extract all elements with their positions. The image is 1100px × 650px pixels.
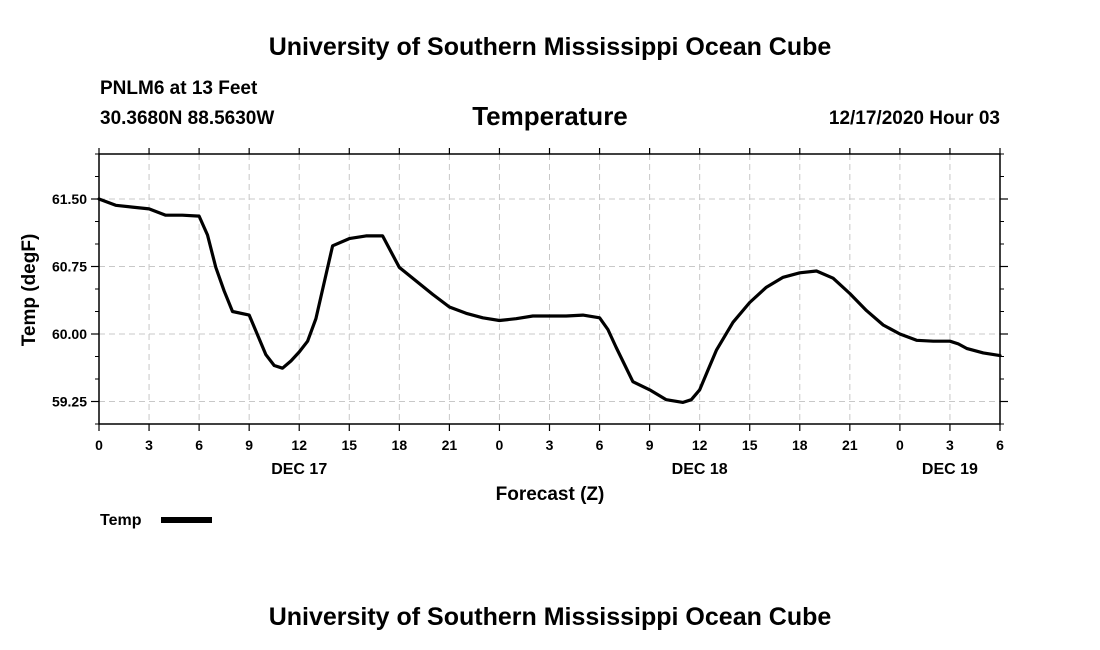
axis-ticks: [91, 148, 1008, 431]
y-tick-label: 59.25: [52, 394, 87, 410]
x-tick-label: 12: [291, 437, 307, 453]
x-tick-label: 18: [792, 437, 808, 453]
x-axis-title: Forecast (Z): [496, 484, 605, 505]
date-hour-label: 12/17/2020 Hour 03: [829, 108, 1000, 129]
x-tick-label: 3: [946, 437, 954, 453]
x-tick-label: 0: [95, 437, 103, 453]
x-tick-label: 9: [245, 437, 253, 453]
station-label: PNLM6 at 13 Feet: [100, 78, 258, 99]
x-tick-label: 15: [341, 437, 357, 453]
chart-title: Temperature: [472, 101, 628, 131]
title-bottom: University of Southern Mississippi Ocean…: [269, 603, 832, 631]
x-tick-label: 6: [195, 437, 203, 453]
x-tick-label: 15: [742, 437, 758, 453]
x-tick-label: 0: [896, 437, 904, 453]
x-tick-label: 3: [546, 437, 554, 453]
title-top: University of Southern Mississippi Ocean…: [269, 33, 832, 61]
y-axis-title: Temp (degF): [19, 234, 40, 347]
series-layer: [97, 197, 1002, 404]
x-tick-label: 3: [145, 437, 153, 453]
date-label: DEC 18: [672, 461, 728, 478]
x-tick-label: 12: [692, 437, 708, 453]
date-label: DEC 17: [271, 461, 327, 478]
grid: [99, 154, 1000, 424]
y-tick-label: 60.00: [52, 326, 87, 342]
coords-label: 30.3680N 88.5630W: [100, 108, 274, 129]
date-label: DEC 19: [922, 461, 978, 478]
y-tick-label: 61.50: [52, 191, 87, 207]
x-tick-label: 18: [392, 437, 408, 453]
x-tick-label: 21: [442, 437, 458, 453]
x-tick-label: 21: [842, 437, 858, 453]
x-tick-label: 9: [646, 437, 654, 453]
x-tick-label: 6: [596, 437, 604, 453]
series-line-temp: [97, 197, 1002, 404]
axis-tick-labels: 0 3 6 9 12 15 18 21 0 3 6 9 12 15 18 21 0 3 6 DEC 17 DEC 18 D…: [52, 191, 1004, 478]
x-tick-label: 0: [496, 437, 504, 453]
y-tick-label: 60.75: [52, 259, 87, 275]
x-tick-label: 6: [996, 437, 1004, 453]
legend-label: Temp: [100, 512, 142, 529]
